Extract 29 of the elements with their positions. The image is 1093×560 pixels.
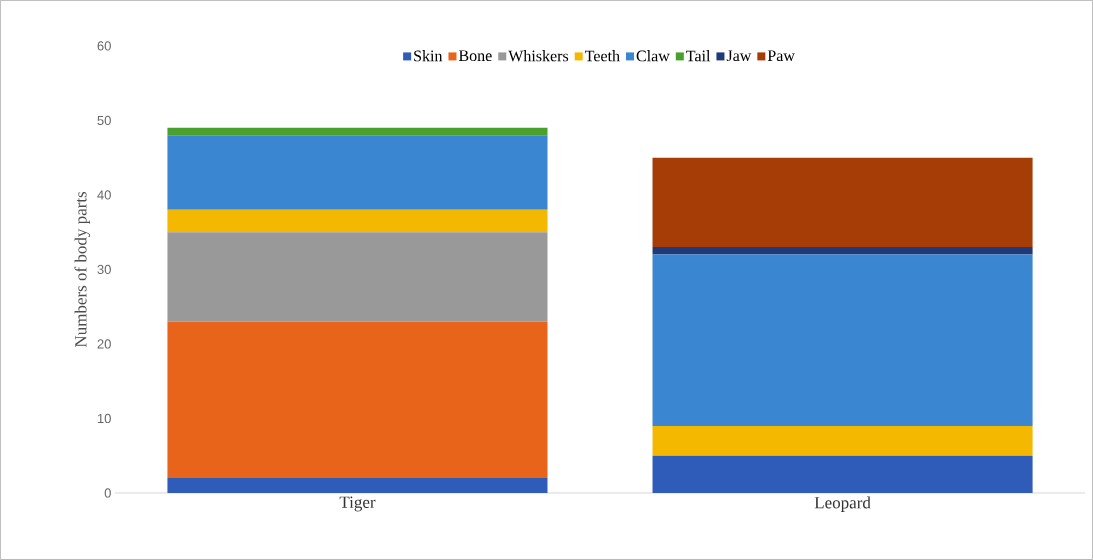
y-tick-label: 50: [97, 115, 111, 126]
bar: [652, 157, 1033, 248]
x-tick-label: Tiger: [339, 496, 376, 512]
legend-label: Teeth: [584, 50, 620, 62]
legend-label: Paw: [767, 50, 795, 62]
legend-label: Jaw: [726, 50, 752, 62]
y-tick-label: 0: [104, 488, 111, 498]
bar: [167, 232, 548, 322]
bar: [167, 478, 548, 494]
y-tick-label: 30: [97, 264, 111, 275]
legend-label: Skin: [414, 50, 443, 62]
y-tick-label: 20: [97, 339, 111, 349]
bar: [652, 425, 1033, 456]
y-tick-label: 60: [97, 41, 111, 51]
bar: [652, 455, 1033, 494]
bar: [167, 321, 548, 479]
bar: [167, 209, 548, 233]
legend-label: Bone: [458, 50, 492, 62]
legend-label: Whiskers: [508, 50, 569, 62]
y-tick-label: 40: [97, 190, 111, 200]
bar: [652, 254, 1033, 426]
x-tick-label: Leopard: [814, 496, 871, 512]
legend-label: Tail: [686, 50, 711, 62]
legend-label: Claw: [636, 50, 670, 62]
bar: [167, 127, 548, 136]
bar: [167, 135, 548, 210]
y-axis-title: Numbers of body parts: [74, 191, 91, 348]
bar: [652, 247, 1033, 255]
y-tick-label: 10: [97, 413, 111, 424]
